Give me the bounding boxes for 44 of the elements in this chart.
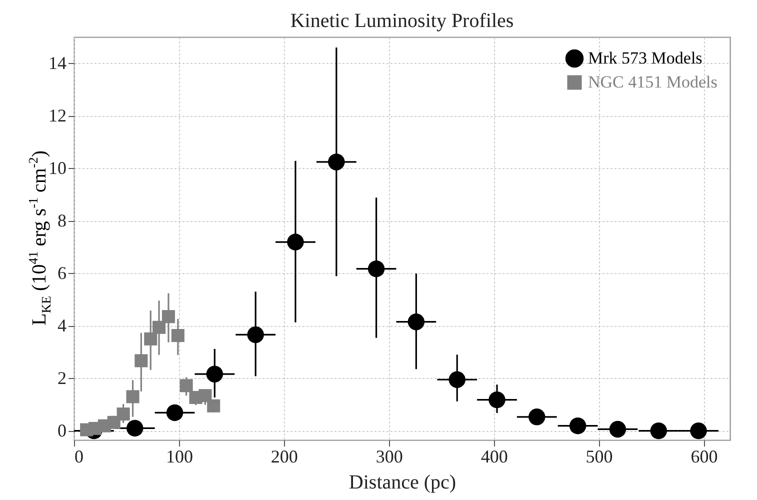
- point: [126, 390, 140, 404]
- x-tick-label: 0: [74, 446, 84, 466]
- point: [180, 379, 193, 392]
- point: [609, 420, 626, 438]
- point: [690, 422, 707, 440]
- point: [206, 366, 224, 382]
- point: [328, 154, 345, 170]
- point: [247, 326, 264, 344]
- x-tick-label: 400: [480, 446, 508, 466]
- point: [171, 328, 184, 342]
- point: [528, 408, 546, 426]
- y-tick-label: 4: [58, 315, 66, 336]
- point: [107, 416, 120, 429]
- point: [126, 420, 144, 437]
- point: [448, 371, 466, 388]
- x-tick-label: 600: [690, 446, 718, 466]
- y-tick-label: 12: [48, 105, 66, 126]
- point: [650, 422, 667, 440]
- point: [408, 314, 425, 330]
- point: [116, 407, 130, 421]
- y-tick-label: 0: [58, 420, 66, 440]
- y-tick-label: 8: [58, 210, 66, 230]
- x-axis-title: Distance (pc): [348, 472, 456, 494]
- point: [287, 234, 304, 250]
- x-tick-label: 200: [270, 446, 298, 466]
- x-tick-label: 500: [586, 446, 613, 466]
- legend-label: NGC 4151 Models: [588, 72, 718, 92]
- point: [162, 310, 175, 324]
- point: [207, 399, 220, 412]
- legend-label: Mrk 573 Models: [588, 48, 702, 68]
- x-tick-label: 100: [166, 446, 193, 466]
- y-tick-label: 6: [58, 262, 66, 283]
- point: [152, 320, 166, 334]
- y-tick-label: 14: [48, 52, 66, 73]
- point: [488, 391, 506, 408]
- point: [166, 404, 184, 422]
- point: [569, 417, 586, 434]
- point: [368, 260, 385, 278]
- point: [198, 389, 212, 402]
- y-tick-label: 2: [58, 368, 66, 388]
- point: [144, 332, 158, 346]
- chart-title: Kinetic Luminosity Profiles: [290, 10, 514, 32]
- x-tick-label: 300: [376, 446, 403, 466]
- point: [134, 354, 148, 368]
